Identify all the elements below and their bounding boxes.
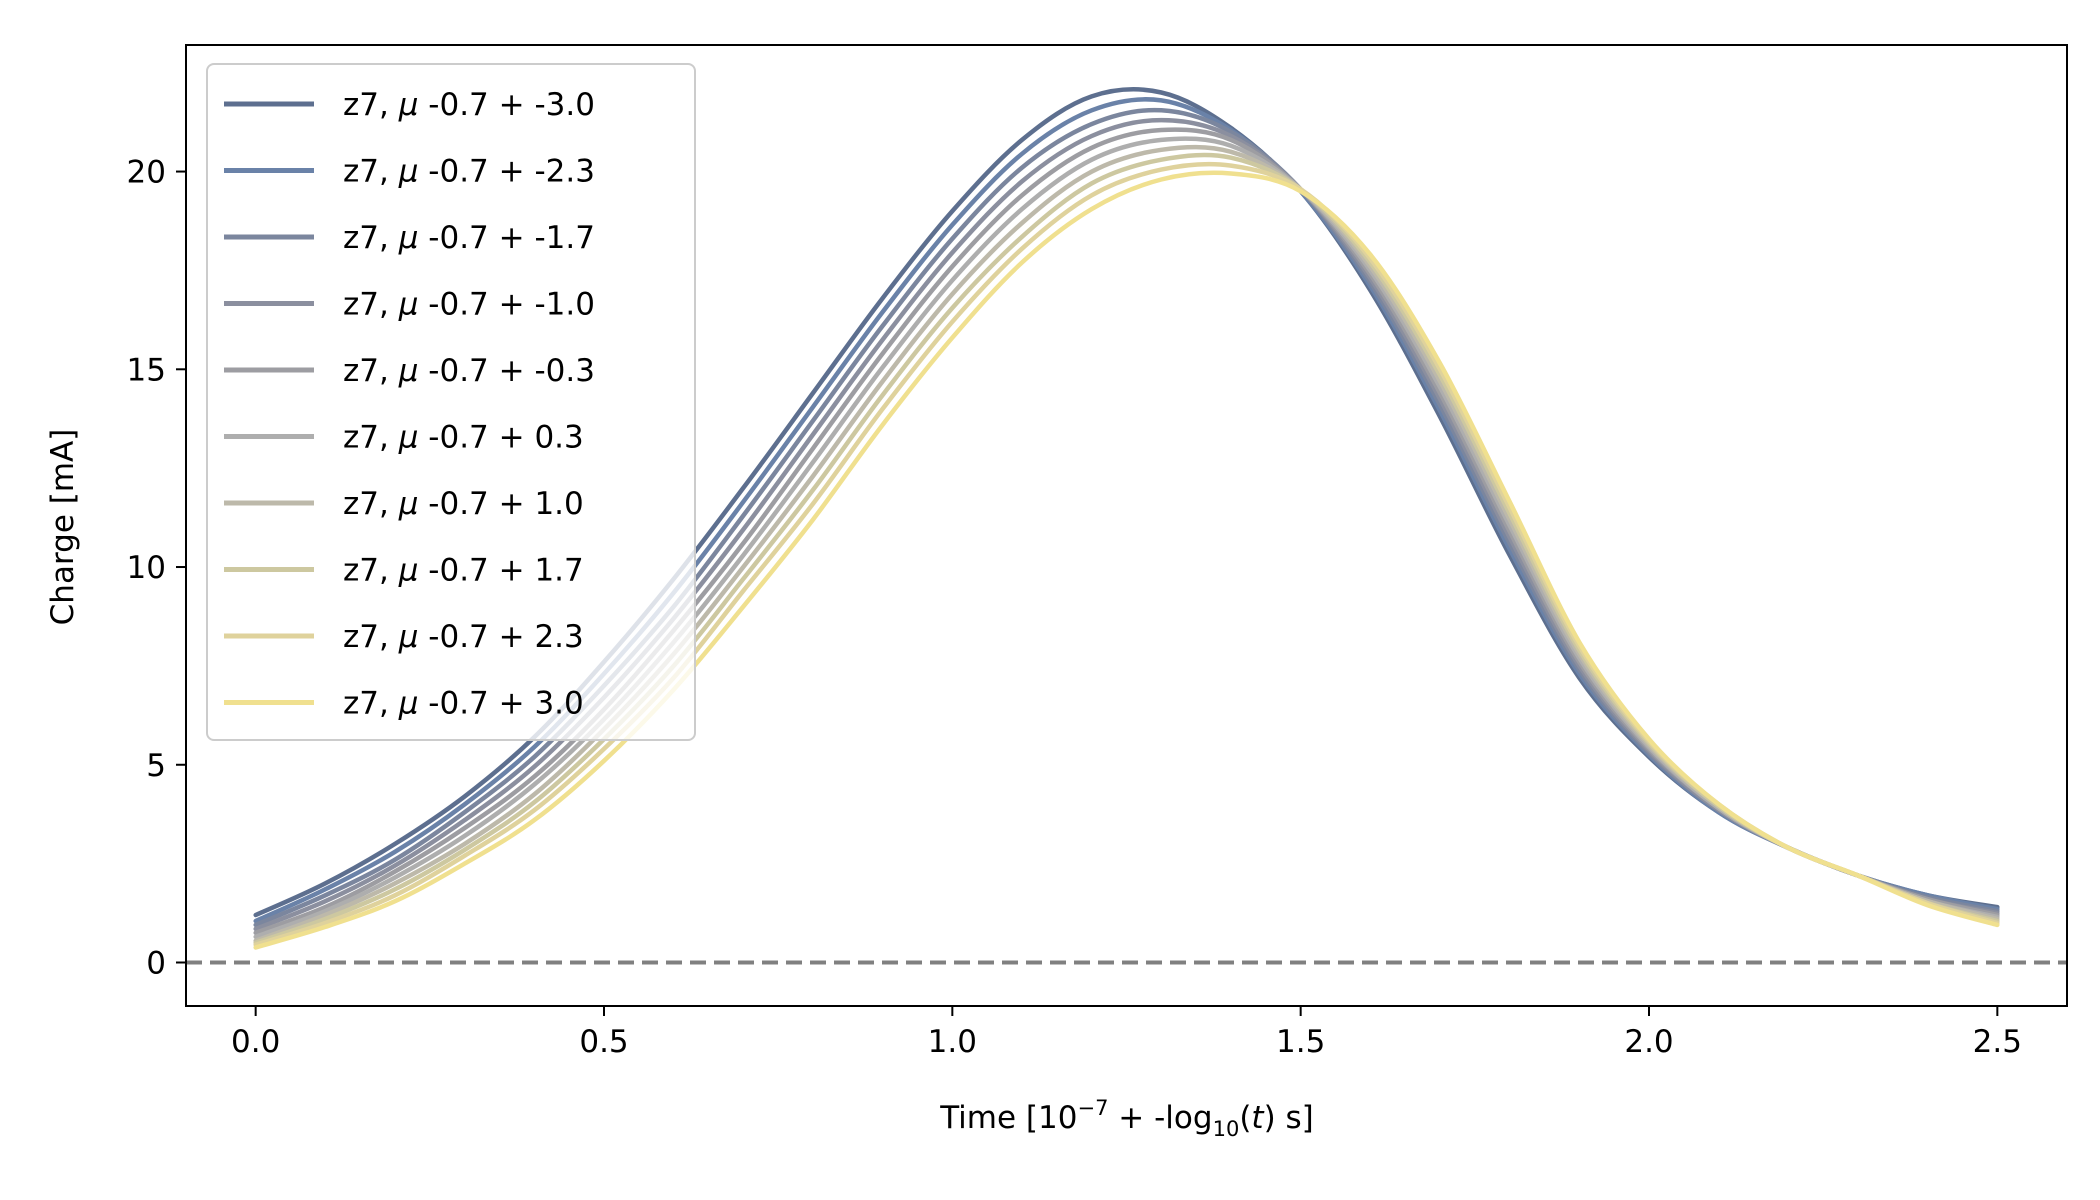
x-axis-label-suffix: ) s] (1264, 1100, 1314, 1136)
series-line-10 (253, 170, 2000, 950)
legend-label-suffix: -0.7 + 2.3 (418, 619, 583, 655)
x-tick-label: 1.0 (928, 1024, 977, 1060)
legend-label-prefix: z7, (343, 220, 399, 256)
legend-label-4: z7, μ -0.7 + -1.0 (343, 287, 595, 323)
legend-label-mu: μ (398, 87, 419, 123)
axes-frame (185, 44, 2068, 1007)
legend-label-mu: μ (398, 287, 419, 323)
x-axis-label-subscript: 10 (1213, 1117, 1240, 1141)
legend-label-mu: μ (398, 553, 419, 589)
legend-label-prefix: z7, (343, 87, 399, 123)
legend-label-7: z7, μ -0.7 + 1.0 (343, 486, 584, 522)
legend-label-suffix: -0.7 + -1.7 (418, 220, 595, 256)
legend-label-suffix: -0.7 + -3.0 (418, 87, 595, 123)
legend-label-mu: μ (398, 353, 419, 389)
x-axis-label-paren: ( (1239, 1100, 1251, 1136)
y-tick-label: 0 (146, 945, 166, 981)
y-tick-label: 15 (127, 352, 166, 388)
legend-label-prefix: z7, (343, 686, 399, 722)
legend-label-prefix: z7, (343, 353, 399, 389)
x-axis-label-variable: t (1251, 1100, 1265, 1136)
legend-label-prefix: z7, (343, 420, 399, 456)
legend-label-prefix: z7, (343, 154, 399, 190)
legend-label-5: z7, μ -0.7 + -0.3 (343, 353, 595, 389)
legend-label-suffix: -0.7 + 0.3 (418, 420, 583, 456)
x-axis-label-middle: + -log (1108, 1100, 1212, 1136)
legend-label-mu: μ (398, 420, 419, 456)
legend-label-prefix: z7, (343, 287, 399, 323)
x-axis-label-prefix: Time [10 (939, 1100, 1077, 1136)
y-tick-label: 10 (127, 550, 166, 586)
legend-label-prefix: z7, (343, 619, 399, 655)
legend-label-mu: μ (398, 154, 419, 190)
legend-label-suffix: -0.7 + 1.7 (418, 553, 583, 589)
legend-label-prefix: z7, (343, 553, 399, 589)
legend-label-10: z7, μ -0.7 + 3.0 (343, 686, 584, 722)
x-tick-label: 1.5 (1276, 1024, 1325, 1060)
legend-label-2: z7, μ -0.7 + -2.3 (343, 154, 595, 190)
axes: 0.0 0.5 1.0 1.5 2.0 2.5 0 5 10 15 20 (127, 44, 2068, 1060)
legend-label-suffix: -0.7 + -1.0 (418, 287, 595, 323)
legend-label-suffix: -0.7 + -2.3 (418, 154, 595, 190)
legend-box (206, 63, 696, 741)
legend-label-suffix: -0.7 + -0.3 (418, 353, 595, 389)
legend-label-3: z7, μ -0.7 + -1.7 (343, 220, 595, 256)
x-tick-label: 0.0 (231, 1024, 280, 1060)
y-axis-label: Charge [mA] (45, 429, 81, 626)
legend: z7, μ -0.7 + -3.0z7, μ -0.7 + -2.3z7, μ … (206, 63, 696, 741)
legend-label-8: z7, μ -0.7 + 1.7 (343, 553, 584, 589)
y-tick-label: 20 (127, 155, 166, 191)
x-axis-label-superscript: −7 (1077, 1096, 1108, 1120)
legend-label-1: z7, μ -0.7 + -3.0 (343, 87, 595, 123)
legend-label-9: z7, μ -0.7 + 2.3 (343, 619, 584, 655)
legend-label-prefix: z7, (343, 486, 399, 522)
x-axis-label: Time [10−7 + -log10(t) s] (939, 1096, 1314, 1141)
y-tick-label: 5 (146, 748, 166, 784)
x-tick-label: 0.5 (579, 1024, 628, 1060)
legend-label-mu: μ (398, 619, 419, 655)
legend-label-mu: μ (398, 686, 419, 722)
x-tick-label: 2.0 (1624, 1024, 1673, 1060)
legend-label-6: z7, μ -0.7 + 0.3 (343, 420, 584, 456)
legend-label-suffix: -0.7 + 1.0 (418, 486, 583, 522)
legend-label-mu: μ (398, 220, 419, 256)
legend-label-mu: μ (398, 486, 419, 522)
x-tick-label: 2.5 (1973, 1024, 2022, 1060)
legend-label-suffix: -0.7 + 3.0 (418, 686, 583, 722)
